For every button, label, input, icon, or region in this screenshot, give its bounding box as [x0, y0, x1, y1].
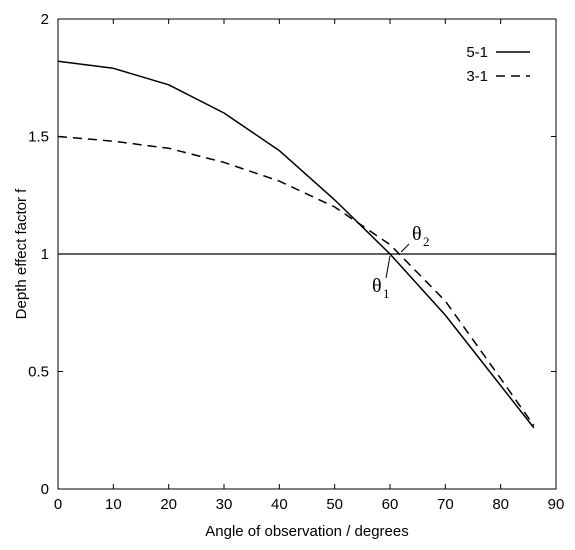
theta2-leader — [400, 243, 410, 253]
legend-label: 5-1 — [466, 44, 488, 61]
x-tick-label: 50 — [326, 496, 343, 513]
y-axis-title: Depth effect factor f — [13, 188, 30, 319]
theta1-label: θ — [372, 275, 382, 297]
y-tick-label: 0.5 — [28, 364, 49, 381]
theta1-leader — [385, 255, 391, 279]
y-tick-label: 2 — [41, 11, 49, 28]
x-tick-label: 30 — [216, 496, 233, 513]
series-group — [57, 60, 535, 429]
x-tick-label: 70 — [437, 496, 454, 513]
x-axis-title: Angle of observation / degrees — [205, 523, 408, 540]
x-tick-label: 0 — [54, 496, 62, 513]
x-tick-label: 40 — [271, 496, 288, 513]
theta2-label: θ — [412, 223, 422, 245]
y-tick-label: 0 — [41, 481, 49, 498]
y-tick-label: 1 — [41, 246, 49, 263]
annotations: θ 1θ 2 — [372, 223, 430, 301]
theta2-subscript: 2 — [423, 234, 430, 249]
x-tick-label: 80 — [492, 496, 509, 513]
x-tick-label: 60 — [382, 496, 399, 513]
series-line-5-1 — [57, 60, 535, 429]
series-line-3-1 — [57, 135, 535, 427]
x-tick-label: 90 — [548, 496, 565, 513]
x-tick-label: 10 — [105, 496, 122, 513]
x-tick-label: 20 — [160, 496, 177, 513]
ticks-group: 0 10 20 30 40 50 60 70 80 90 0 0.5 1 1.5 2 — [28, 11, 564, 513]
y-tick-label: 1.5 — [28, 129, 49, 146]
legend: 5-13-1 — [466, 44, 530, 85]
theta1-subscript: 1 — [383, 286, 390, 301]
legend-label: 3-1 — [466, 68, 488, 85]
